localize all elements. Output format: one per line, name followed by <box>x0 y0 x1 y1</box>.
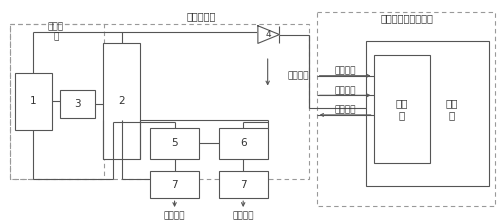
Bar <box>15 73 52 130</box>
Text: 主放电回路: 主放电回路 <box>186 11 216 21</box>
Text: 电压信号: 电压信号 <box>334 66 356 75</box>
Text: 4: 4 <box>266 30 272 39</box>
Bar <box>317 12 495 206</box>
Text: 1: 1 <box>30 96 37 106</box>
Bar <box>219 171 268 198</box>
Text: 数据采集和处理模块: 数据采集和处理模块 <box>381 13 433 23</box>
Text: 采集
卡: 采集 卡 <box>396 98 408 120</box>
Bar <box>219 128 268 159</box>
Polygon shape <box>258 26 279 43</box>
Text: 7: 7 <box>240 180 246 190</box>
Bar <box>150 128 199 159</box>
Bar <box>366 41 489 186</box>
Text: 5: 5 <box>171 138 178 148</box>
Text: 电流信号: 电流信号 <box>164 211 185 220</box>
Text: 6: 6 <box>240 138 246 148</box>
Text: 2: 2 <box>118 96 125 106</box>
Text: 工控
机: 工控 机 <box>446 98 458 120</box>
Bar <box>373 55 430 163</box>
Text: 触发信号: 触发信号 <box>334 105 356 115</box>
Bar <box>10 24 309 179</box>
Bar <box>150 171 199 198</box>
Text: 电压信号: 电压信号 <box>232 211 254 220</box>
Bar <box>60 91 95 118</box>
Text: 充电回
路: 充电回 路 <box>48 22 64 41</box>
Bar <box>103 43 140 159</box>
Text: 触发信号: 触发信号 <box>287 71 309 80</box>
Bar <box>10 24 104 179</box>
Text: 电流信号: 电流信号 <box>334 86 356 95</box>
Text: 3: 3 <box>74 99 81 109</box>
Text: 7: 7 <box>171 180 178 190</box>
